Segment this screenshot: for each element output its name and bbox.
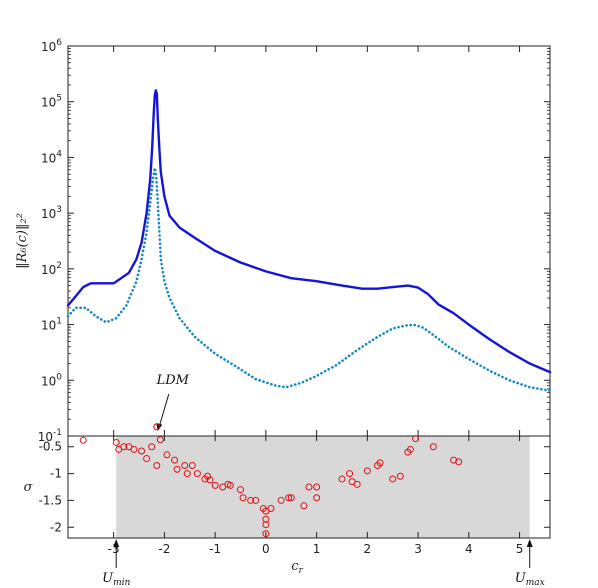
eigenvalue-point [143,455,151,463]
eigenvalue-point [153,423,161,431]
eigenvalue-point [287,494,295,502]
eigenvalue-point [305,483,313,491]
dotted-series-line [66,166,552,392]
y-tick-label: 105 [41,94,62,110]
sigma-tick-label: -1 [50,467,62,481]
x-tick-label: 5 [516,542,524,556]
y-tick-label: 104 [41,149,62,165]
eigenvalue-point [171,456,179,464]
ldm-annotation-label: LDM [156,373,190,388]
y-axis-label: ‖R₆(c)‖₂² [15,213,30,269]
eigenvalue-point [181,462,189,470]
eigenvalue-point [173,465,181,473]
eigenvalue-point [262,530,270,538]
y-tick-label: 106 [41,38,62,54]
umin-label: Umin [102,571,130,588]
eigenvalue-point [247,496,255,504]
eigenvalue-point [163,451,171,459]
eigenvalue-point [79,436,87,444]
eigenvalue-point [389,475,397,483]
eigenvalue-point [363,467,371,475]
umax-arrowhead [526,539,533,547]
eigenvalue-point [237,486,245,494]
eigenvalue-point [130,445,138,453]
ldm-annotation-arrow-line [158,393,170,429]
umin-arrowhead [113,539,120,547]
y-tick-label: 101 [41,317,62,333]
sigma-tick-label: -1.5 [39,493,62,507]
x-tick-label: -1 [209,542,221,556]
x-axis-label: cr [291,559,303,576]
eigenvalue-point [412,435,420,443]
eigenvalue-scatter-panel: -3 -2 -1 0 1 2 3 4 5 -0.5 -1 -1.5 -2 σ cr Umin Umax [24,423,551,588]
y-tick-label: 100 [41,372,62,388]
x-tick-label: -2 [158,542,170,556]
y-tick-label: 10-1 [38,428,62,444]
eigenvalue-point [396,472,404,480]
eigenvalue-point [153,462,161,470]
x-tick-label: 1 [313,542,321,556]
eigenvalue-point [313,483,321,491]
solid-series-line [66,89,552,374]
eigenvalue-point [300,502,308,510]
x-tick-label: 4 [465,542,473,556]
eigenvalue-point [239,494,247,502]
eigenvalue-point [429,443,437,451]
eigenvalue-point [285,494,293,502]
eigenvalue-point [313,494,321,502]
top-plot-frame [67,45,551,437]
bottom-plot-frame [67,435,551,539]
shaded-region [116,436,530,538]
eigenvalue-point [226,481,234,489]
eigenvalue-point [353,480,361,488]
eigenvalue-point [252,496,260,504]
sigma-axis-label: σ [24,480,34,495]
eigenvalue-point [148,443,156,451]
umax-label: Umax [515,571,545,588]
eigenvalue-point [267,504,275,512]
eigenvalue-point [338,475,346,483]
sigma-tick-label: -2 [50,520,62,534]
y-tick-label: 103 [41,205,62,221]
eigenvalue-point [112,438,120,446]
eigenvalue-point [138,447,146,455]
eigenvalue-point [193,470,201,478]
residual-norm-panel: 10-1 100 101 102 103 104 105 106 ‖R₆(c)‖₂² LDM [15,38,552,444]
x-tick-label: 0 [262,542,270,556]
eigenvalue-point [376,459,384,467]
eigenvalue-point [120,443,128,451]
eigenvalue-point [455,458,463,466]
y-tick-label: 102 [41,261,62,277]
x-tick-label: -3 [108,542,120,556]
sigma-tick-label: -0.5 [39,440,62,454]
eigenvalue-point [277,496,285,504]
eigenvalue-point [156,436,164,444]
eigenvalue-point [450,456,458,464]
x-tick-label: 2 [364,542,372,556]
eigenvalue-point [262,521,270,529]
eigenvalue-point [346,470,354,478]
eigenvalue-point [262,515,270,523]
x-tick-label: 3 [414,542,422,556]
eigenvalue-point [183,470,191,478]
eigenvalue-point [188,462,196,470]
eigenvalue-point [206,476,214,484]
eigenvalue-point [211,481,219,489]
eigenvalue-point [406,445,414,453]
